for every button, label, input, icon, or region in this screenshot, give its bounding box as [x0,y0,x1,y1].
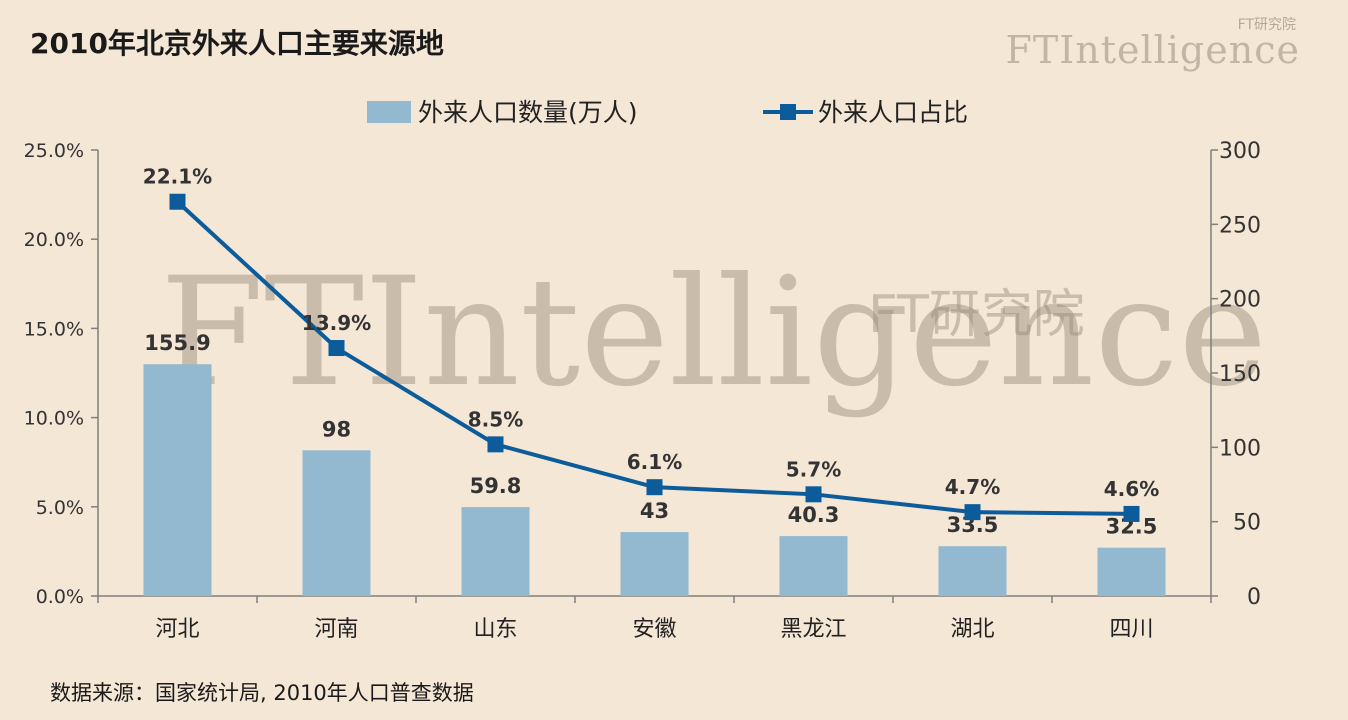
y-right-tick-label: 50 [1233,511,1261,536]
y-right-tick-label: 300 [1219,139,1261,164]
legend-line-label: 外来人口占比 [818,98,968,127]
bar-data-label: 59.8 [470,474,522,498]
x-category-label: 河南 [314,617,358,642]
y-right-tick-label: 200 [1219,288,1261,313]
x-category-label: 湖北 [950,617,994,642]
x-category-label: 安徽 [632,617,676,642]
y-left-tick-label: 0.0% [36,586,84,608]
y-left-tick-label: 15.0% [24,318,84,340]
bar [938,546,1007,596]
line-data-label: 13.9% [302,311,371,335]
line-data-label: 5.7% [786,457,841,481]
source-note: 数据来源：国家统计局, 2010年人口普查数据 [50,681,474,705]
x-category-label: 黑龙江 [780,617,846,642]
y-left-tick-label: 10.0% [24,408,84,430]
bar-data-label: 43 [640,499,669,523]
bar [620,532,689,596]
y-right-tick-label: 100 [1219,436,1261,461]
brand-logo-subtext: FT研究院 [1237,17,1296,33]
y-left-tick-label: 20.0% [24,229,84,251]
x-category-label: 河北 [155,617,199,642]
bar [143,364,212,596]
chart-title: 2010年北京外来人口主要来源地 [30,27,444,60]
line-marker [964,504,981,521]
brand-logo: FT研究院 FTIntelligence [1006,14,1330,74]
line-data-label: 6.1% [627,450,682,474]
y-right-tick-label: 150 [1219,362,1261,387]
line-data-label: 22.1% [143,165,212,189]
y-left-tick-label: 5.0% [36,497,84,519]
y-right-tick-label: 0 [1247,585,1261,610]
bar [1097,547,1166,596]
bar [461,507,530,596]
legend-bar-label: 外来人口数量(万人) [418,98,638,127]
bar [302,450,371,596]
bar-data-label: 155.9 [144,331,210,355]
bar [779,536,848,596]
bar-data-label: 40.3 [788,503,840,527]
brand-logo-text: FTIntelligence [1005,28,1300,72]
legend-line-marker [780,104,796,120]
y-left-tick-label: 25.0% [24,140,84,162]
x-category-label: 山东 [473,617,517,642]
line-marker [487,436,504,453]
line-marker [805,486,822,503]
bar-data-label: 98 [322,417,351,441]
line-marker [328,340,345,357]
x-category-label: 四川 [1109,617,1153,642]
line-data-label: 4.7% [945,475,1000,499]
line-data-label: 4.6% [1104,477,1159,501]
line-data-label: 8.5% [468,407,523,431]
line-marker [169,193,186,210]
legend-bar-swatch [367,101,411,123]
line-marker [1123,505,1140,522]
y-right-tick-label: 250 [1219,213,1261,238]
line-marker [646,479,663,496]
